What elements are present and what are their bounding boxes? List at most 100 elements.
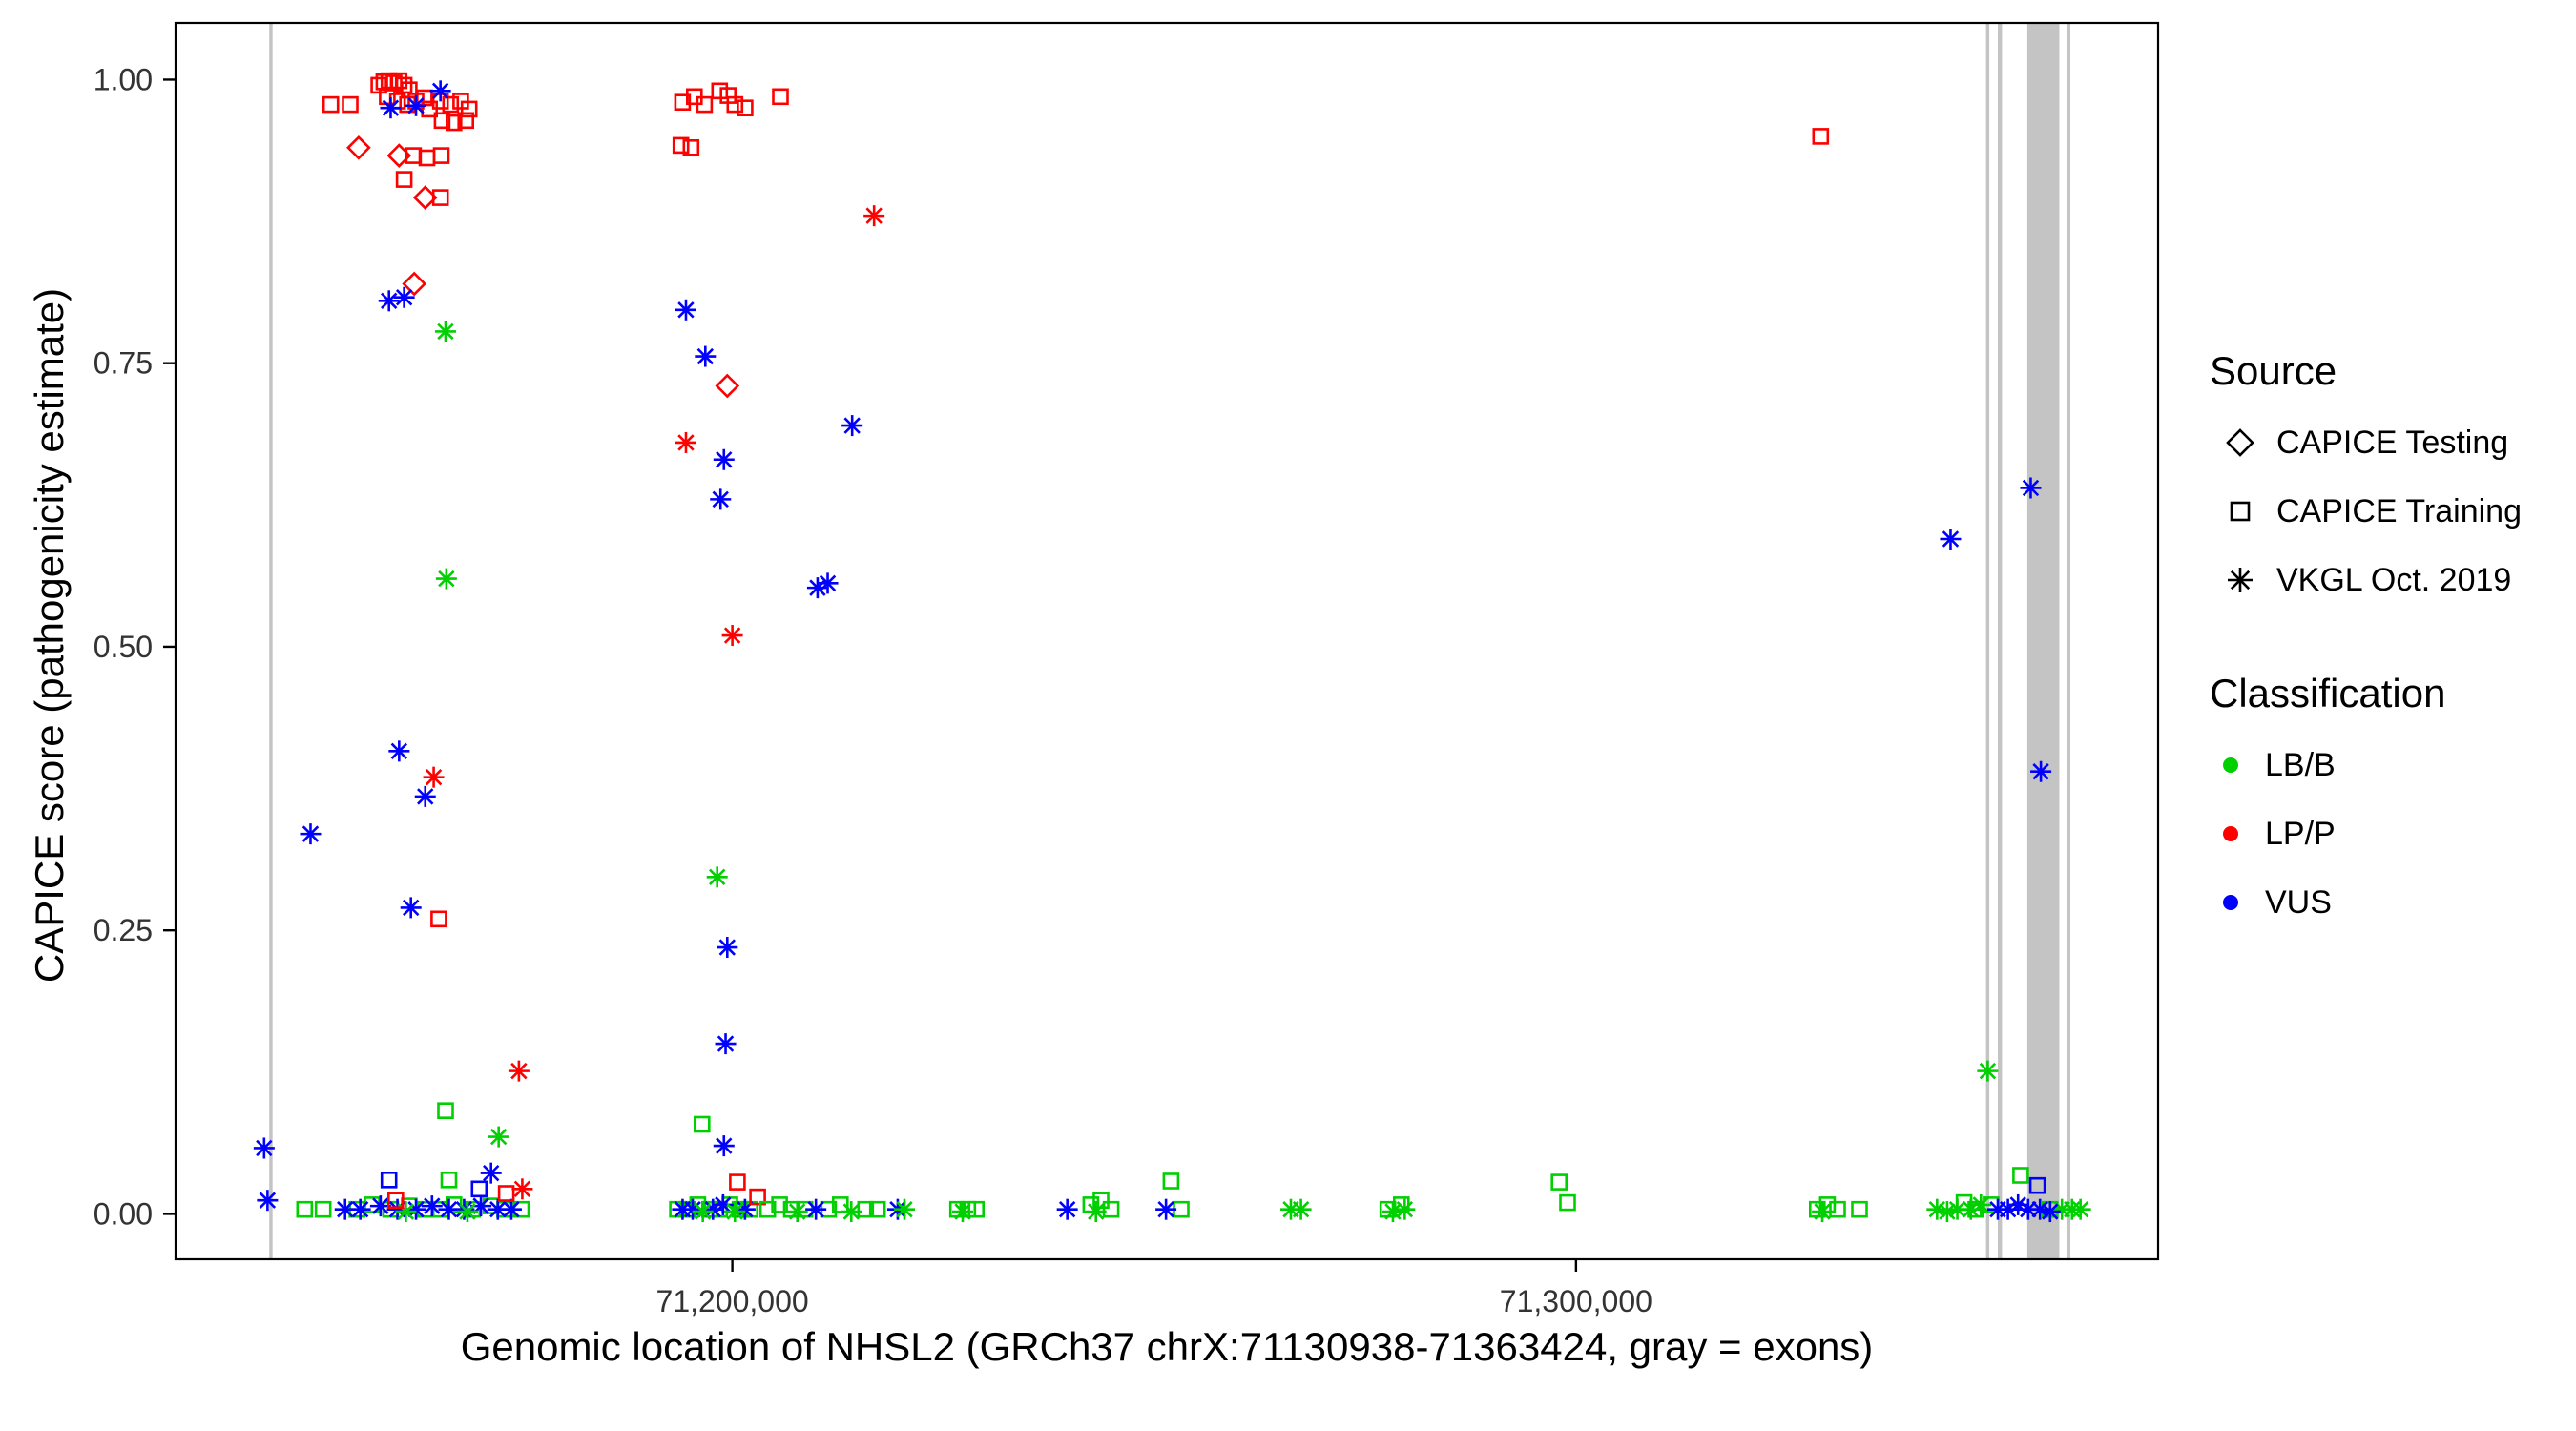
data-point — [300, 823, 322, 845]
data-point — [772, 88, 789, 106]
data-point — [706, 866, 728, 888]
data-point — [1102, 1200, 1120, 1218]
data-point — [1936, 1201, 1958, 1223]
x-tick-label: 71,200,000 — [656, 1284, 809, 1318]
x-axis-title: Genomic location of NHSL2 (GRCh37 chrX:7… — [460, 1324, 1874, 1369]
data-point — [1155, 1198, 1177, 1220]
data-point — [346, 135, 371, 160]
data-point — [388, 740, 410, 762]
data-point — [675, 299, 696, 321]
data-point — [445, 114, 463, 132]
legend-gap — [2210, 614, 2522, 668]
data-point — [497, 1185, 515, 1202]
legend-label: CAPICE Testing — [2276, 424, 2509, 461]
data-point — [296, 1200, 314, 1218]
data-point — [402, 271, 427, 297]
y-axis-title: CAPICE score (pathogenicity estimate) — [27, 287, 72, 984]
data-point — [380, 1172, 398, 1189]
data-point — [724, 1201, 746, 1223]
data-point — [435, 568, 457, 590]
data-point — [342, 95, 359, 114]
data-point — [1056, 1198, 1078, 1220]
y-tick-label: 0.50 — [93, 630, 153, 664]
data-point — [500, 1198, 522, 1220]
data-point — [395, 76, 413, 94]
data-point — [1977, 1060, 1999, 1082]
data-point — [1394, 1198, 1416, 1220]
data-point — [692, 1201, 714, 1223]
legend-item-vus: VUS — [2210, 868, 2522, 937]
legend-label: LP/P — [2265, 815, 2336, 852]
data-point — [440, 1172, 458, 1189]
data-point — [967, 1200, 986, 1218]
data-point — [1812, 1201, 1834, 1223]
data-point — [1970, 1193, 1992, 1215]
data-point — [841, 1201, 862, 1223]
data-point — [1085, 1201, 1107, 1223]
data-point — [456, 1201, 478, 1223]
data-point — [405, 94, 427, 116]
data-point — [434, 321, 456, 342]
panel-border — [174, 21, 2160, 1261]
legend-item-lpp: LP/P — [2210, 799, 2522, 868]
data-point — [253, 1137, 275, 1159]
x-tick-label: 71,300,000 — [1500, 1284, 1652, 1318]
data-point — [672, 136, 690, 155]
data-point — [429, 80, 451, 102]
y-tick-label: 0.25 — [93, 913, 153, 947]
data-point — [508, 1060, 530, 1082]
data-point — [431, 189, 449, 206]
exon-band — [2026, 23, 2060, 1259]
data-point — [758, 1200, 777, 1218]
data-point — [395, 1201, 417, 1223]
data-point — [713, 1135, 735, 1157]
data-point — [511, 1178, 533, 1200]
data-point — [831, 1196, 849, 1213]
data-point — [786, 1201, 808, 1223]
legend-item-lbb: LB/B — [2210, 731, 2522, 799]
data-point — [857, 1200, 875, 1218]
diamond-icon — [2219, 422, 2261, 464]
data-point — [423, 766, 445, 788]
y-tick-label: 0.75 — [93, 346, 153, 381]
exon-band — [1998, 23, 2003, 1259]
data-point — [717, 937, 738, 959]
exon-band — [269, 23, 273, 1259]
data-point — [696, 95, 714, 114]
data-point — [432, 147, 450, 164]
data-point — [1851, 1200, 1868, 1218]
data-point — [442, 95, 460, 114]
data-point — [715, 1033, 737, 1055]
data-point — [737, 99, 754, 116]
data-point — [1290, 1198, 1312, 1220]
data-point — [868, 1200, 886, 1218]
data-point — [412, 185, 438, 210]
legend-label: VKGL Oct. 2019 — [2276, 561, 2512, 598]
legend-source-title: Source — [2210, 348, 2337, 393]
data-point — [1550, 1173, 1568, 1191]
square-icon — [2219, 490, 2261, 532]
data-point — [695, 345, 717, 367]
data-point — [1559, 1193, 1576, 1212]
data-point — [2039, 1201, 2061, 1223]
legend-item-capice-testing: CAPICE Testing — [2210, 408, 2522, 477]
red-dot-icon — [2223, 826, 2238, 841]
data-point — [2030, 760, 2052, 782]
exon-band — [2067, 23, 2070, 1259]
legend-item-capice-training: CAPICE Training — [2210, 477, 2522, 546]
data-point — [2028, 1176, 2046, 1194]
data-point — [817, 572, 839, 594]
data-point — [460, 100, 478, 118]
data-point — [257, 1190, 279, 1212]
data-point — [1940, 528, 1962, 550]
data-point — [721, 625, 743, 647]
data-point — [314, 1200, 332, 1218]
data-point — [713, 448, 735, 470]
data-point — [421, 1195, 443, 1217]
asterisk-icon — [2219, 559, 2261, 601]
data-point — [693, 1115, 711, 1133]
data-point — [395, 171, 413, 188]
data-point — [386, 1192, 405, 1209]
data-point — [418, 149, 436, 167]
legend-label: VUS — [2265, 883, 2332, 921]
